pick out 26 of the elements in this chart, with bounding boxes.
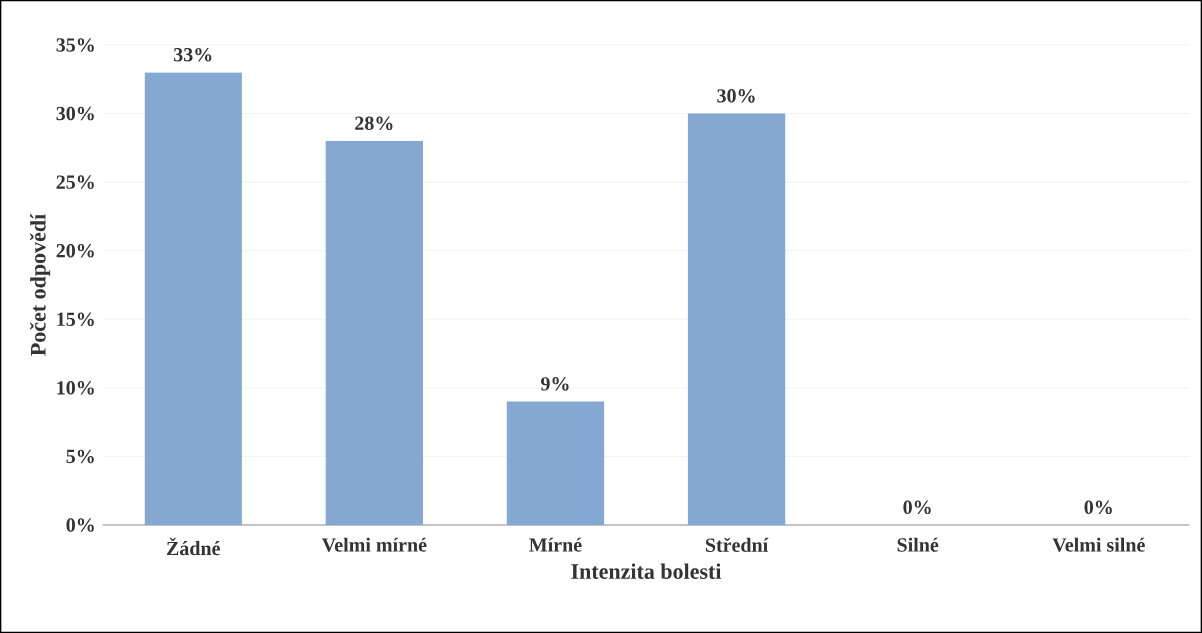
- y-tick-label: 10%: [57, 381, 94, 395]
- bar: [506, 401, 605, 525]
- x-tick-label: Velmi mírné: [321, 537, 427, 552]
- x-tick-label: Střední: [705, 537, 769, 552]
- y-tick-label: 25%: [56, 175, 94, 189]
- data-label: 9%: [540, 377, 569, 391]
- data-label: 30%: [717, 89, 755, 103]
- bar: [144, 72, 242, 525]
- x-axis-title: Intenzita bolesti: [571, 563, 722, 579]
- y-tick-label: 5%: [66, 449, 94, 464]
- data-label: 33%: [173, 47, 212, 62]
- data-label: 0%: [903, 500, 931, 515]
- y-tick-label: 30%: [56, 106, 94, 121]
- bar: [325, 141, 423, 525]
- x-tick-label: Mírné: [529, 537, 582, 552]
- data-label: 0%: [1084, 500, 1112, 515]
- y-tick-label: 0%: [66, 518, 94, 532]
- x-tick-label: Žádné: [166, 537, 220, 556]
- x-tick-label: Velmi silné: [1052, 537, 1145, 552]
- y-tick-label: 20%: [56, 243, 94, 258]
- y-tick-label: 35%: [56, 38, 94, 52]
- y-axis-title: Počet odpovědí: [29, 213, 51, 356]
- x-tick-label: Silné: [897, 537, 939, 552]
- data-label: 28%: [355, 116, 393, 131]
- y-tick-label: 15%: [57, 312, 94, 327]
- bar: [687, 113, 786, 525]
